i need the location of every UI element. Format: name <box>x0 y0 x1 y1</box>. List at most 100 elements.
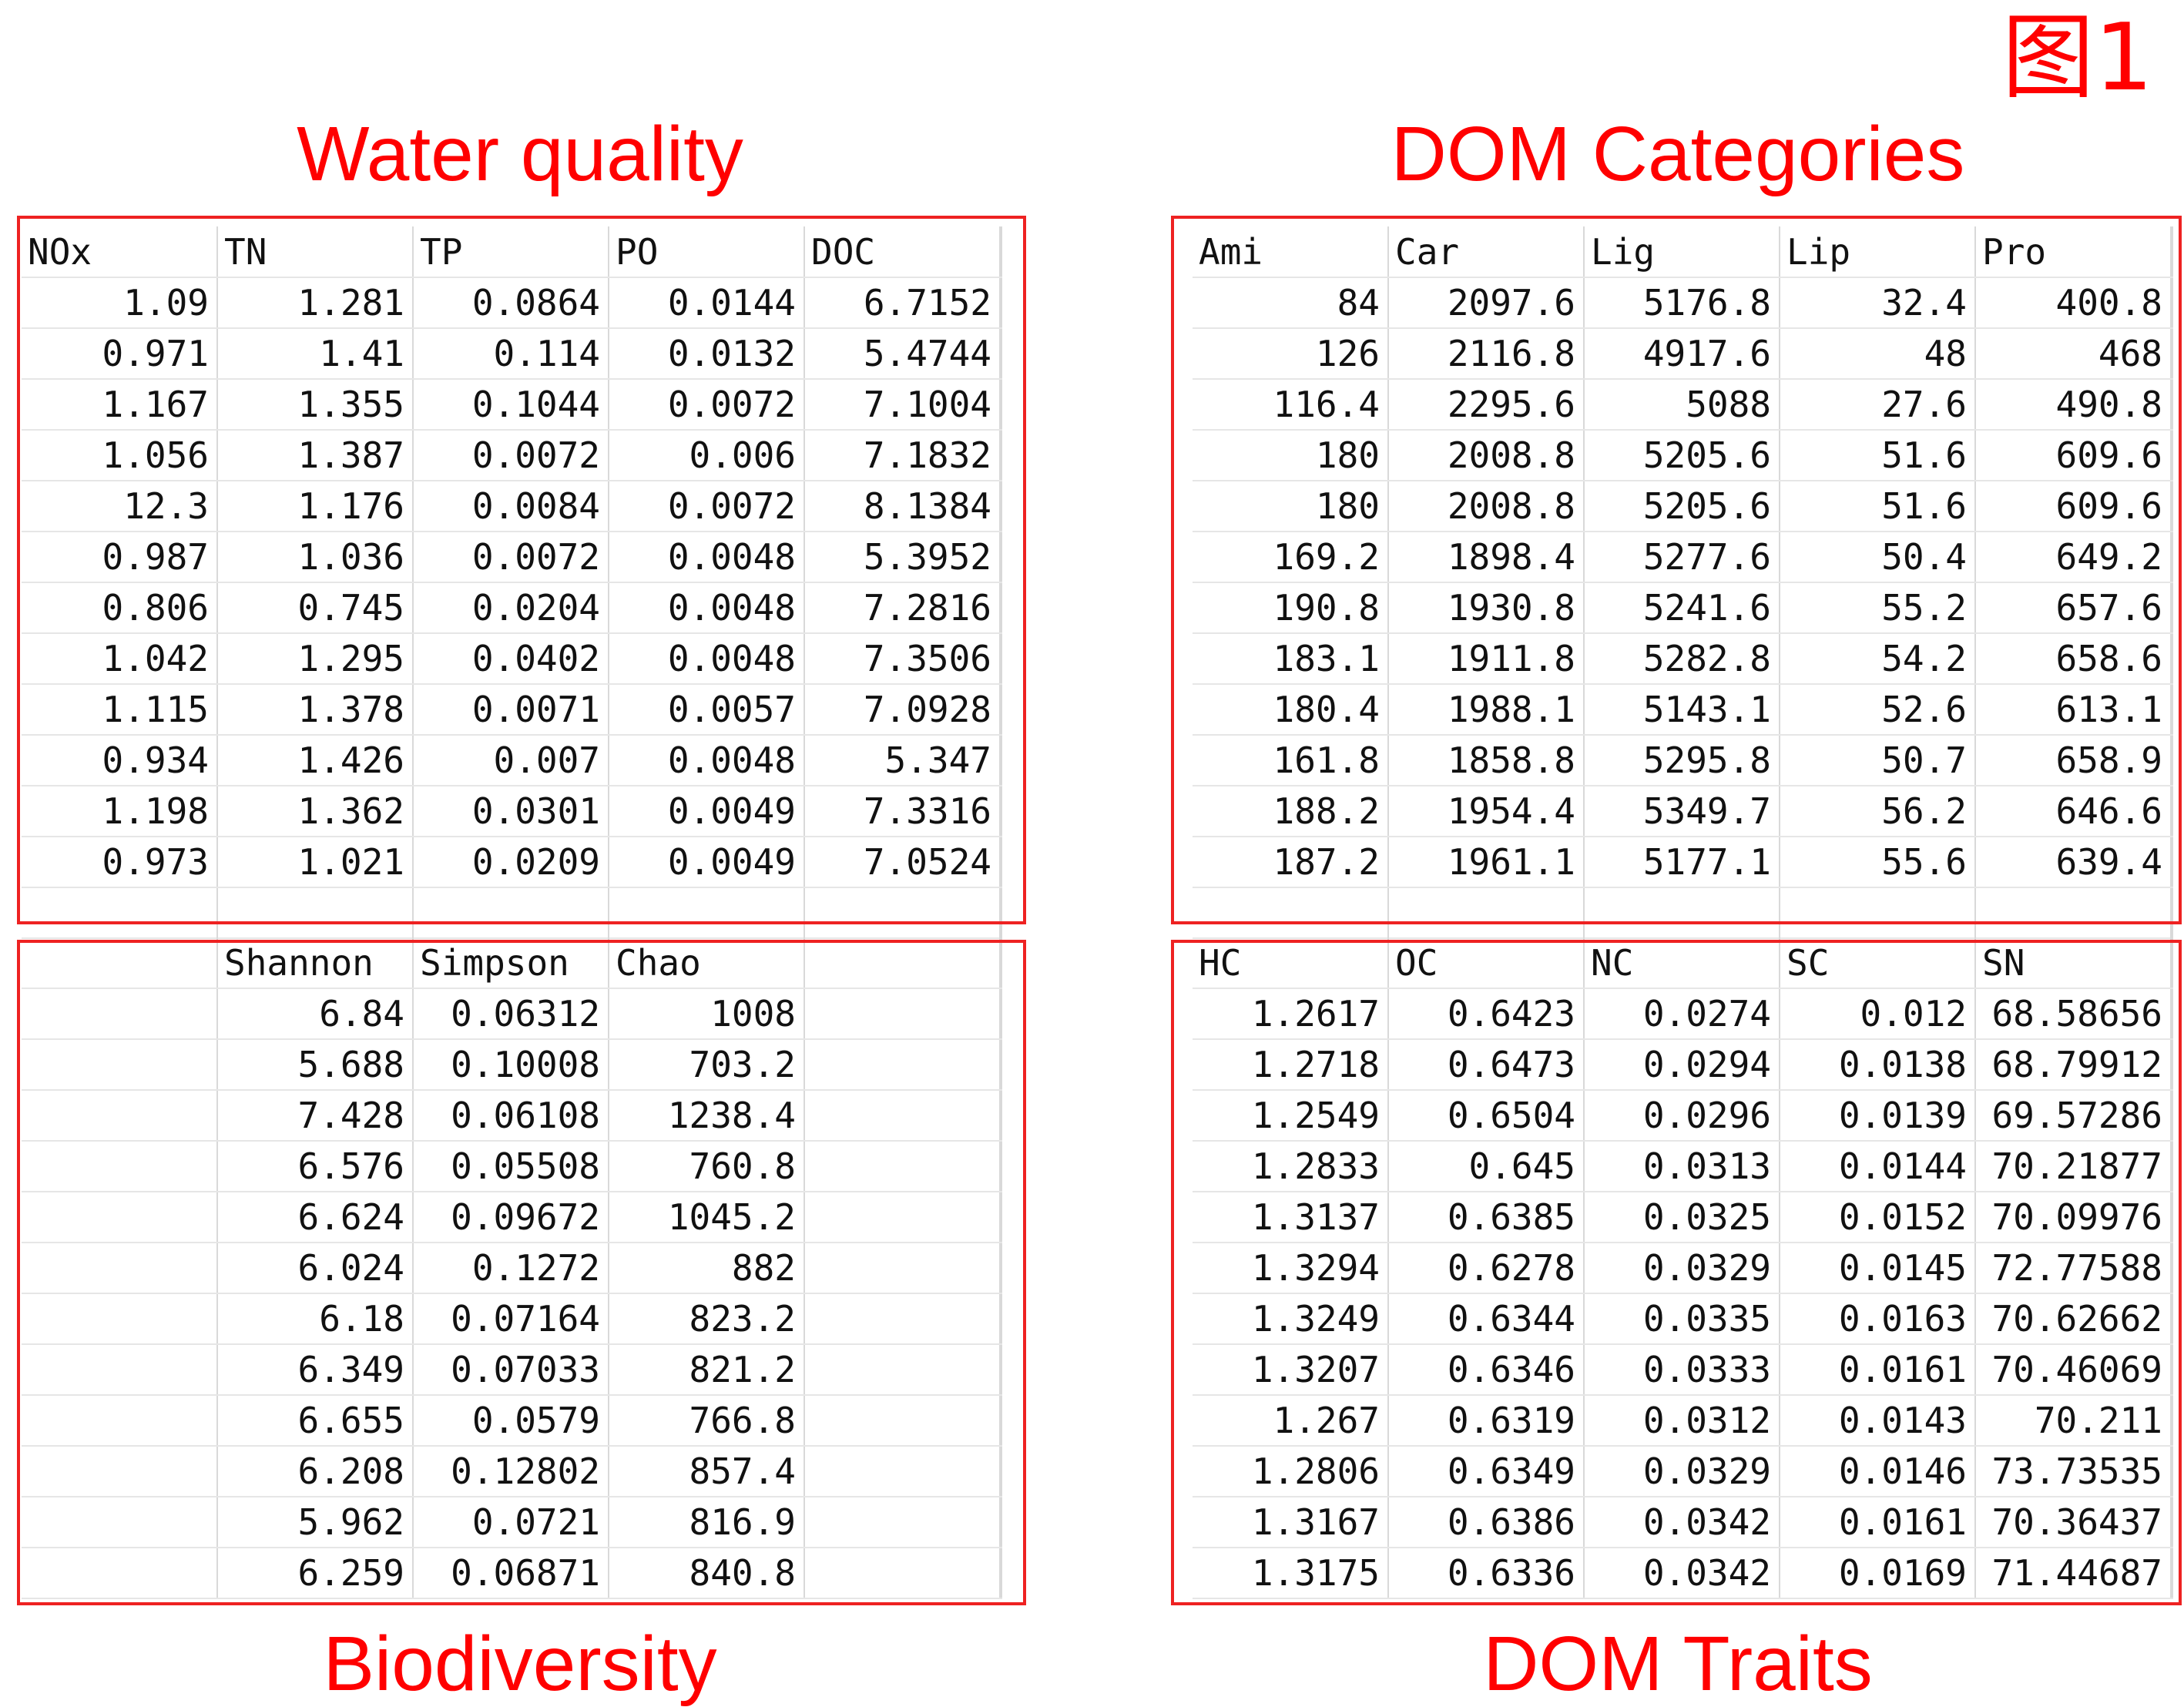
table-cell: 126 <box>1193 328 1389 380</box>
table-cell: 1.09 <box>22 277 218 329</box>
table-cell: 1.036 <box>217 532 414 583</box>
table-cell <box>1000 1039 1002 1091</box>
table-cell: 0.012 <box>1780 988 1976 1040</box>
table-cell <box>2171 1548 2173 1599</box>
table-cell <box>1000 532 1002 583</box>
table-cell: 0.10008 <box>413 1039 609 1091</box>
table-cell: 760.8 <box>609 1141 805 1192</box>
table-cell: 0.0169 <box>1780 1548 1976 1599</box>
table-cell: 0.0072 <box>413 430 609 481</box>
table-cell <box>1000 837 1002 888</box>
table-cell <box>804 988 1001 1040</box>
table-cell: 187.2 <box>1193 837 1389 888</box>
table-row: 1.267 0.6319 0.0312 0.0143 70.211 <box>1193 1395 2173 1447</box>
empty-cell <box>1193 887 1389 939</box>
table-cell: 51.6 <box>1780 430 1976 481</box>
table-cell: 1.2549 <box>1193 1090 1389 1142</box>
table-cell: 0.6473 <box>1388 1039 1585 1091</box>
table-cell: 1930.8 <box>1388 582 1585 634</box>
table-cell: 8.1384 <box>804 481 1001 532</box>
table-row: 180 2008.8 5205.6 51.6 609.6 <box>1193 481 2173 532</box>
table-cell: 169.2 <box>1193 532 1389 583</box>
table-cell: 0.0057 <box>609 684 805 736</box>
table-cell: 5295.8 <box>1584 735 1780 786</box>
table-cell: 0.0048 <box>609 633 805 685</box>
table-cell <box>2171 1192 2173 1243</box>
table-cell: 7.2816 <box>804 582 1001 634</box>
table-cell: 0.0084 <box>413 481 609 532</box>
table-cell <box>2171 582 2173 634</box>
header-cell <box>1000 226 1002 278</box>
header-row: Ami Car Lig Lip Pro <box>1193 226 2173 278</box>
header-cell: SC <box>1780 937 1976 989</box>
table-cell: 821.2 <box>609 1344 805 1396</box>
table-cell <box>804 1446 1001 1497</box>
table-cell: 0.0049 <box>609 837 805 888</box>
table-cell: 0.0209 <box>413 837 609 888</box>
table-cell: 0.6385 <box>1388 1192 1585 1243</box>
table-cell: 613.1 <box>1975 684 2172 736</box>
header-cell: OC <box>1388 937 1585 989</box>
table-row: 1.167 1.355 0.1044 0.0072 7.1004 <box>22 379 1002 431</box>
table-cell <box>22 988 218 1040</box>
empty-cell <box>1388 887 1585 939</box>
table-cell: 6.576 <box>217 1141 414 1192</box>
table-cell <box>2171 684 2173 736</box>
table-cell: 6.259 <box>217 1548 414 1599</box>
table-cell: 400.8 <box>1975 277 2172 329</box>
empty-cell <box>1780 887 1976 939</box>
table-cell: 1911.8 <box>1388 633 1585 685</box>
table-cell <box>1000 988 1002 1040</box>
table-cell <box>1000 1243 1002 1294</box>
table-cell <box>2171 277 2173 329</box>
table-cell <box>1000 1141 1002 1192</box>
table-row: 1.115 1.378 0.0071 0.0057 7.0928 <box>22 684 1002 736</box>
table-cell: 0.0274 <box>1584 988 1780 1040</box>
table-cell: 0.6504 <box>1388 1090 1585 1142</box>
table-row: 1.042 1.295 0.0402 0.0048 7.3506 <box>22 633 1002 685</box>
table-cell: 1.2617 <box>1193 988 1389 1040</box>
table-row: 84 2097.6 5176.8 32.4 400.8 <box>1193 277 2173 329</box>
table-cell: 70.21877 <box>1975 1141 2172 1192</box>
empty-cell <box>22 887 218 939</box>
table-cell: 52.6 <box>1780 684 1976 736</box>
table-cell <box>2171 1446 2173 1497</box>
empty-cell <box>413 887 609 939</box>
table-cell: 68.58656 <box>1975 988 2172 1040</box>
table-cell: 1238.4 <box>609 1090 805 1142</box>
table-cell: 1.115 <box>22 684 218 736</box>
biodiversity-title: Biodiversity <box>323 1621 717 1707</box>
table-cell: 5349.7 <box>1584 786 1780 837</box>
table-cell: 2008.8 <box>1388 481 1585 532</box>
table-cell: 658.6 <box>1975 633 2172 685</box>
table-cell: 0.0072 <box>413 532 609 583</box>
table-row: 6.576 0.05508 760.8 <box>22 1141 1002 1192</box>
table-cell: 6.349 <box>217 1344 414 1396</box>
table-cell: 6.7152 <box>804 277 1001 329</box>
table-cell <box>2171 735 2173 786</box>
table-cell <box>2171 633 2173 685</box>
table-cell: 0.06108 <box>413 1090 609 1142</box>
table-cell: 0.06312 <box>413 988 609 1040</box>
table-cell <box>1000 582 1002 634</box>
table-cell: 183.1 <box>1193 633 1389 685</box>
header-cell: TN <box>217 226 414 278</box>
table-cell: 190.8 <box>1193 582 1389 634</box>
table-cell <box>1000 277 1002 329</box>
table-cell: 84 <box>1193 277 1389 329</box>
table-row: 6.349 0.07033 821.2 <box>22 1344 1002 1396</box>
table-cell: 0.0048 <box>609 735 805 786</box>
table-cell: 0.114 <box>413 328 609 380</box>
table-cell: 180 <box>1193 481 1389 532</box>
table-cell: 0.0071 <box>413 684 609 736</box>
table-row: 188.2 1954.4 5349.7 56.2 646.6 <box>1193 786 2173 837</box>
table-cell: 0.0333 <box>1584 1344 1780 1396</box>
table-cell: 0.0204 <box>413 582 609 634</box>
table-cell: 766.8 <box>609 1395 805 1447</box>
table-cell <box>804 1548 1001 1599</box>
table-cell: 55.2 <box>1780 582 1976 634</box>
table-cell: 0.0132 <box>609 328 805 380</box>
table-cell: 1.042 <box>22 633 218 685</box>
table-cell: 5.962 <box>217 1497 414 1548</box>
table-cell: 1.295 <box>217 633 414 685</box>
